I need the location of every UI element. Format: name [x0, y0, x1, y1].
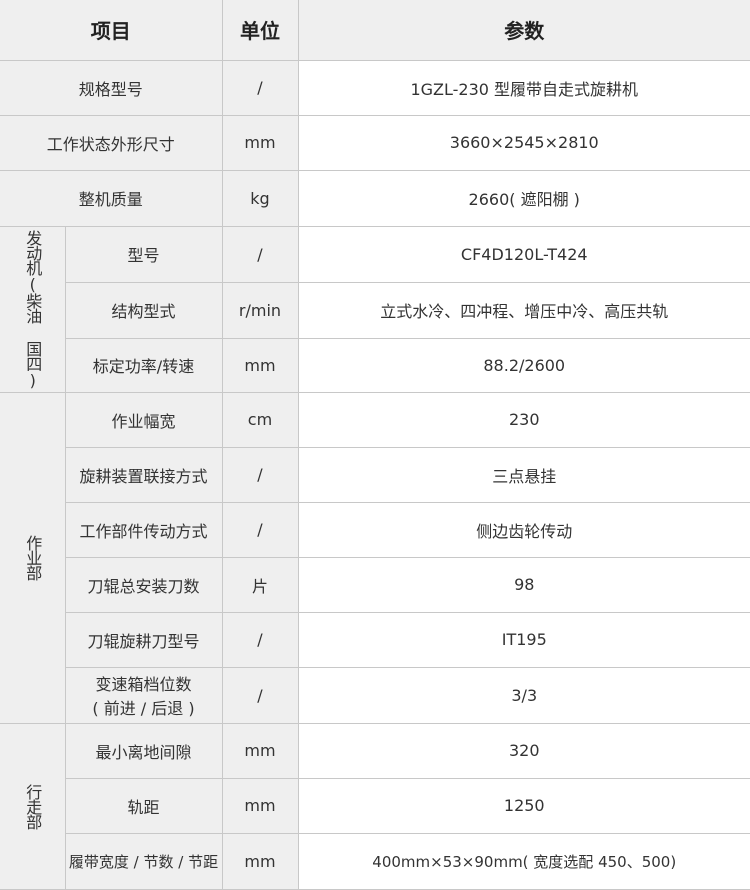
item-line: ( 前进 / 后退 ): [92, 699, 195, 718]
item-cell: 履带宽度 / 节数 / 节距: [65, 832, 223, 890]
table-row: 工作部件传动方式 / 侧边齿轮传动: [0, 501, 750, 558]
table-row: 刀辊旋耕刀型号 / IT195: [0, 611, 750, 668]
item-line: 变速箱档位数: [95, 675, 192, 694]
item-cell: 型号: [64, 225, 223, 283]
unit-cell: /: [221, 611, 299, 668]
table-row: 作业部 作业幅宽 cm 230: [0, 391, 750, 724]
unit-cell: /: [221, 59, 299, 116]
unit-cell: kg: [221, 169, 299, 227]
table-row: 刀辊总安装刀数片 98: [0, 556, 750, 613]
header-unit: 单位: [221, 0, 299, 61]
value-cell: 230: [297, 391, 750, 448]
item-cell: 旋耕装置联接方式: [65, 446, 223, 503]
table-row: 工作状态外形尺寸 mm 3660×2545×2810: [0, 114, 750, 171]
value-cell: 320: [297, 722, 750, 779]
unit-cell: /: [221, 225, 299, 283]
header-row: 项目 单位 参数: [0, 0, 750, 61]
value-cell: 3/3: [297, 666, 750, 724]
item-cell: 变速箱档位数 ( 前进 / 后退 ): [65, 666, 223, 724]
item-cell: 标定功率/转速: [65, 337, 223, 393]
unit-cell: mm: [221, 722, 299, 779]
unit-cell: /: [221, 446, 299, 503]
table-row: 履带宽度 / 节数 / 节距 mm 400mm×53×90mm( 宽度选配 450、…: [0, 832, 750, 890]
value-cell: 侧边齿轮传动: [297, 501, 750, 558]
value-cell: IT195: [297, 611, 750, 668]
table-row: 旋耕装置联接方式 / 三点悬挂: [0, 446, 750, 503]
value-cell: 400mm×53×90mm( 宽度选配 450、500): [297, 832, 750, 890]
value-cell: 1GZL-230 型履带自走式旋耕机: [297, 59, 750, 116]
item-cell: 规格型号: [0, 59, 223, 116]
table-row: 行走部 最小离地间隙 mm 320: [0, 722, 750, 890]
table-row: 规格型号/1GZL-230 型履带自走式旋耕机: [0, 59, 750, 116]
table-row: 结构型式 r/min 立式水冷、四冲程、增压中冷、高压共轨: [0, 281, 750, 339]
value-cell: 1250: [297, 777, 750, 834]
value-cell: 2660( 遮阳棚 ): [297, 169, 750, 227]
unit-cell: mm: [221, 777, 299, 834]
table-row: 变速箱档位数 ( 前进 / 后退 ) /3/3: [0, 666, 750, 724]
unit-cell: cm: [221, 391, 299, 448]
table-row: 轨距 mm 1250: [0, 777, 750, 834]
unit-cell: /: [221, 666, 299, 724]
item-cell: 工作状态外形尺寸: [0, 114, 223, 171]
unit-cell: mm: [221, 114, 299, 171]
item-cell: 刀辊总安装刀数: [65, 556, 223, 613]
item-cell: 作业幅宽: [64, 391, 223, 448]
item-cell: 最小离地间隙: [64, 722, 223, 779]
unit-cell: 片: [221, 556, 299, 613]
header-value: 参数: [297, 0, 750, 61]
item-cell: 整机质量: [0, 169, 223, 227]
group-label-travel: 行走部: [0, 722, 66, 890]
group-label-work: 作业部: [0, 391, 66, 724]
unit-cell: r/min: [221, 281, 299, 339]
value-cell: 三点悬挂: [297, 446, 750, 503]
value-cell: CF4D120L-T424: [297, 225, 750, 283]
item-cell: 结构型式: [65, 281, 223, 339]
value-cell: 98: [297, 556, 750, 613]
group-label-engine: 发动机(柴油 国四): [0, 225, 66, 393]
table-row: 整机质量 kg 2660( 遮阳棚 ): [0, 169, 750, 227]
unit-cell: mm: [221, 832, 299, 890]
item-cell: 工作部件传动方式: [65, 501, 223, 558]
header-item: 项目: [0, 0, 223, 61]
value-cell: 88.2/2600: [297, 337, 750, 393]
value-cell: 3660×2545×2810: [297, 114, 750, 171]
unit-cell: /: [221, 501, 299, 558]
value-cell: 立式水冷、四冲程、增压中冷、高压共轨: [297, 281, 750, 339]
unit-cell: mm: [221, 337, 299, 393]
item-cell: 刀辊旋耕刀型号: [65, 611, 223, 668]
table-row: 标定功率/转速 mm 88.2/2600: [0, 337, 750, 393]
table-row: 发动机(柴油 国四) 型号 / CF4D120L-T424: [0, 225, 750, 393]
item-cell: 轨距: [65, 777, 223, 834]
